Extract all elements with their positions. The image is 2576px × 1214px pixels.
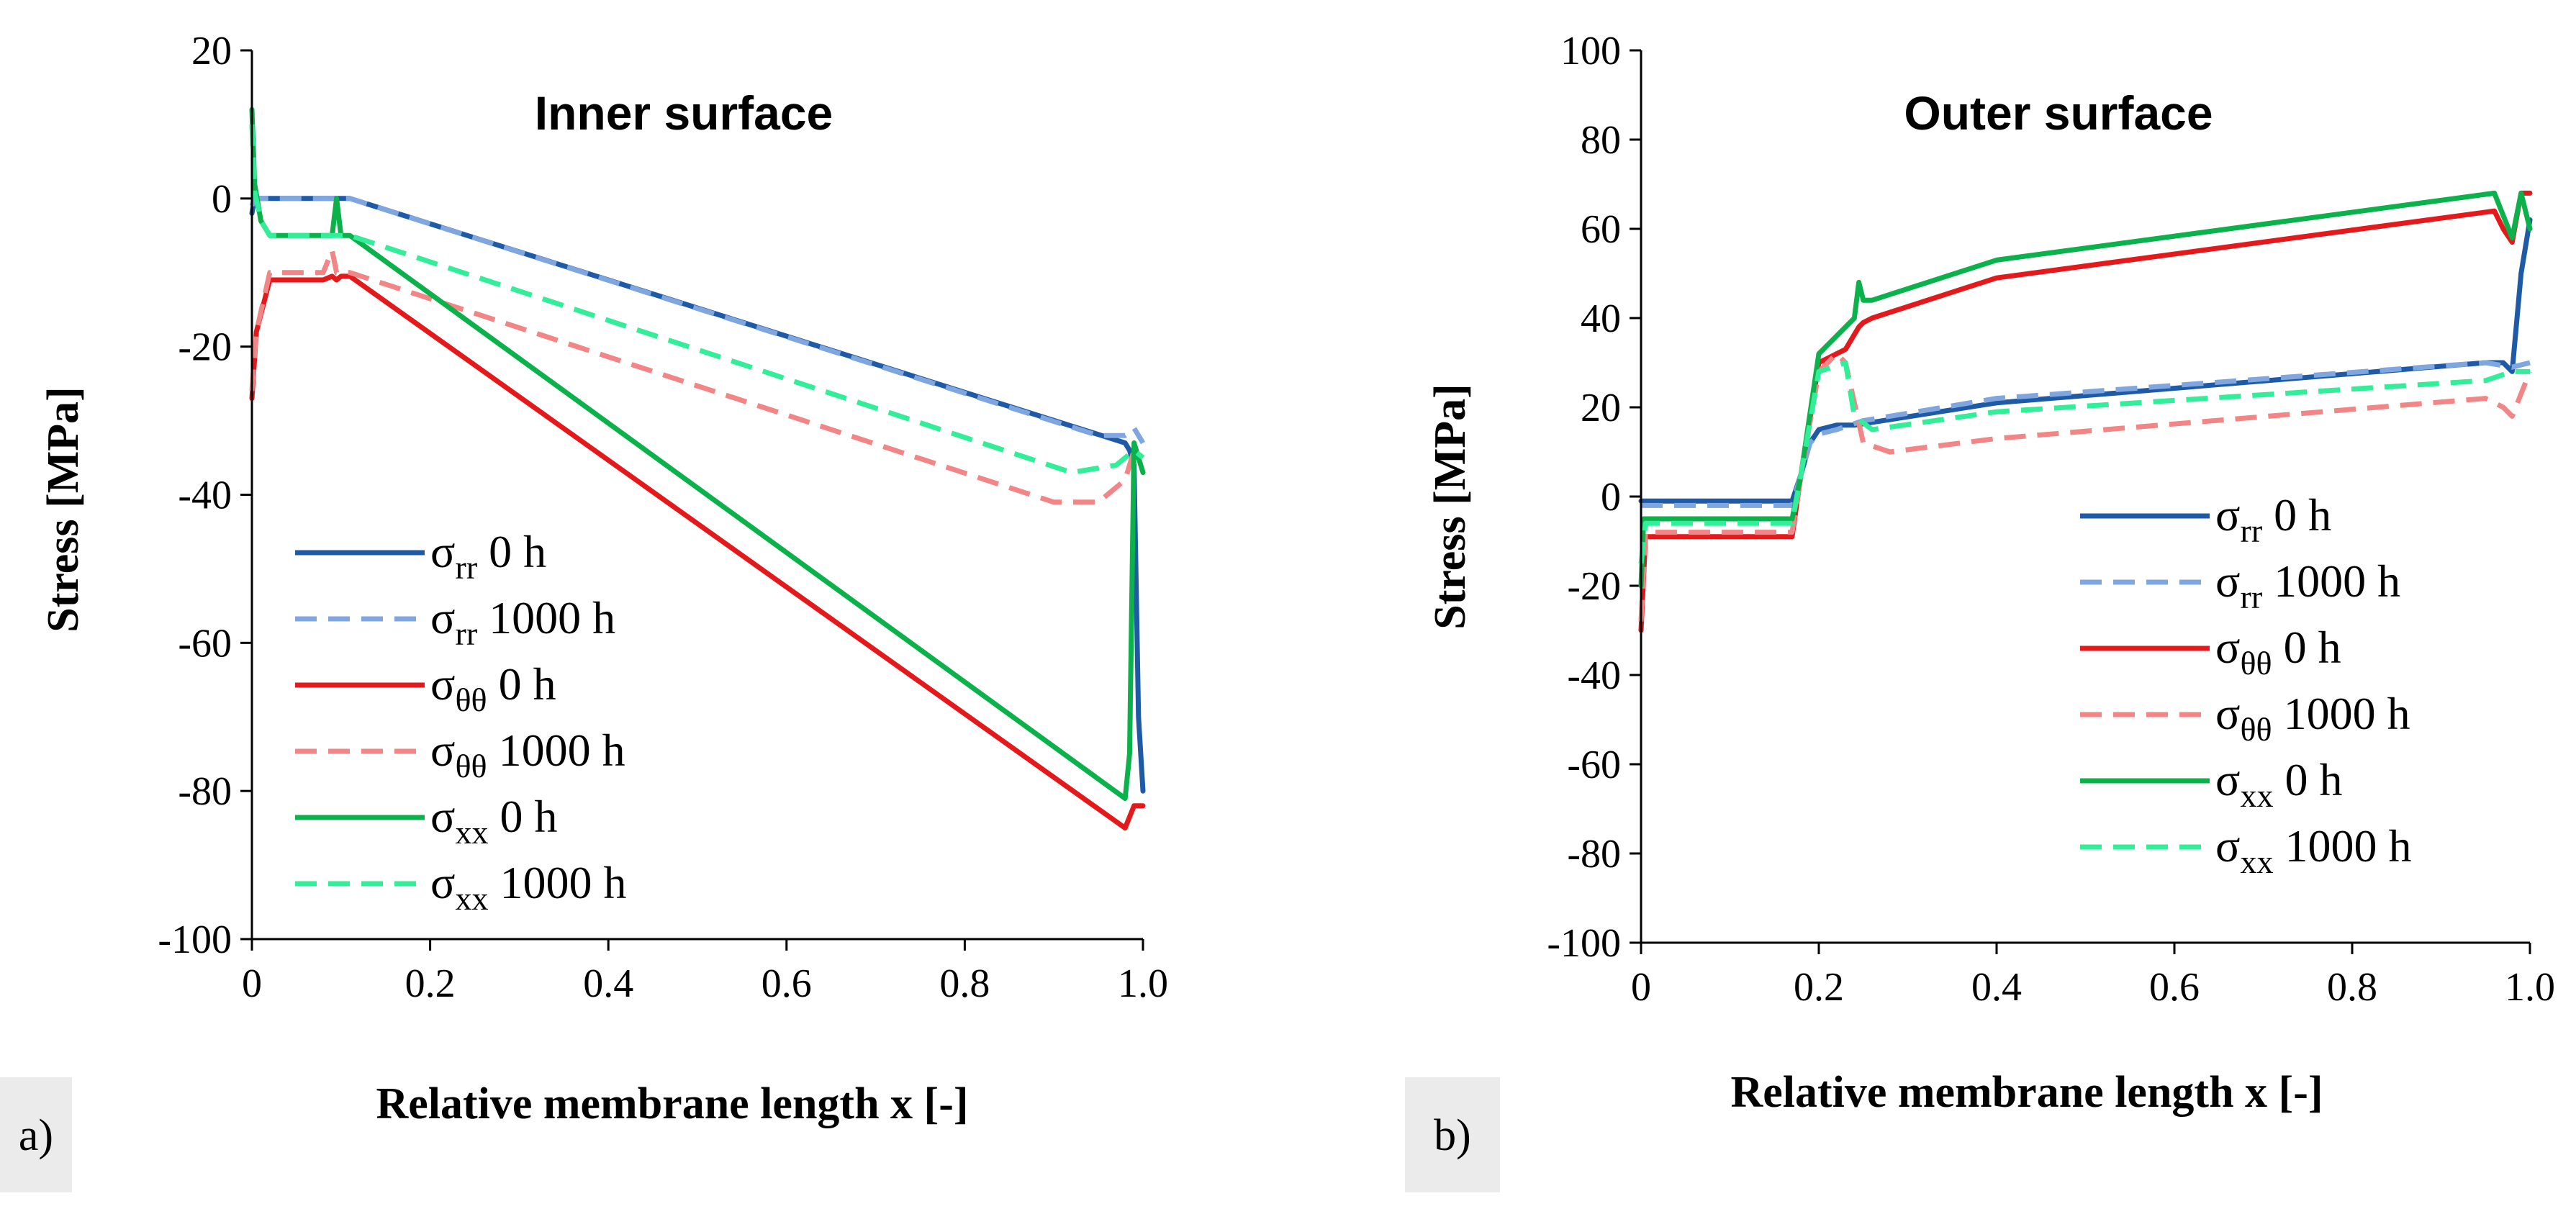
panel-b-y-tick-label: 100 bbox=[1560, 29, 1621, 73]
panel-a-y-tick-label: 0 bbox=[212, 177, 232, 222]
panel-b-legend-label-6: σxx 1000 h bbox=[2215, 820, 2412, 880]
panel-b-y-axis-label: Stress [MPa] bbox=[1426, 384, 1475, 629]
panel-a-label-box bbox=[0, 1077, 72, 1192]
panel-b-y-tick-label: -100 bbox=[1547, 921, 1621, 966]
panel-b-y-tick-label: 0 bbox=[1601, 475, 1621, 520]
panel-a-y-tick-label: -60 bbox=[178, 621, 232, 666]
panel-a-x-tick-label: 0 bbox=[242, 961, 262, 1006]
panel-b-legend-label-3: σθθ 0 h bbox=[2215, 622, 2341, 681]
panel-a-y-tick-label: -40 bbox=[178, 474, 232, 518]
panel-a-x-tick-label: 0.4 bbox=[583, 961, 633, 1006]
panel-a-series-line-6 bbox=[249, 124, 1145, 476]
panel-b-x-tick-label: 1.0 bbox=[2505, 965, 2555, 1010]
panel-b-y-tick-label: 20 bbox=[1581, 386, 1621, 430]
panel-b-title: Outer surface bbox=[1904, 86, 2213, 140]
panel-a-legend-label-1: σrr 0 h bbox=[430, 526, 546, 586]
panel-a-x-tick-label: 0.2 bbox=[405, 961, 456, 1006]
panel-a-legend-label-5: σxx 0 h bbox=[430, 791, 558, 851]
panel-b-series-line-5 bbox=[1638, 190, 2533, 589]
panel-b-legend-label-1: σrr 0 h bbox=[2215, 489, 2331, 549]
panel-b-y-tick-label: -80 bbox=[1567, 832, 1621, 876]
panel-b-y-tick-label: 40 bbox=[1581, 296, 1621, 341]
panel-a-x-axis-label: Relative membrane length x [-] bbox=[376, 1079, 968, 1128]
panel-b-label-box bbox=[1405, 1077, 1500, 1192]
panel-b-legend-label-4: σθθ 1000 h bbox=[2215, 688, 2410, 748]
panel-a-legend-label-3: σθθ 0 h bbox=[430, 658, 556, 718]
panel-b-legend-label-5: σxx 0 h bbox=[2215, 754, 2343, 814]
panel-b-series-line-1 bbox=[1638, 217, 2533, 504]
panel-b-outer-surface: b) Outer surface Relative membrane lengt… bbox=[1405, 29, 2555, 1192]
panel-b-x-tick-label: 0.8 bbox=[2327, 965, 2377, 1010]
panel-a-x-tick-label: 0.6 bbox=[761, 961, 812, 1006]
panel-a-x-tick-label: 0.8 bbox=[939, 961, 990, 1006]
panel-b-x-tick-label: 0 bbox=[1631, 965, 1651, 1010]
panel-b-x-axis-label: Relative membrane length x [-] bbox=[1730, 1068, 2323, 1117]
panel-a-series-line-5 bbox=[249, 107, 1146, 801]
panel-b-y-tick-label: -60 bbox=[1567, 743, 1621, 787]
panel-a-y-tick-label: -100 bbox=[158, 918, 232, 962]
panel-b-y-tick-label: -20 bbox=[1567, 564, 1621, 609]
panel-a-series-line-4 bbox=[249, 248, 1145, 505]
panel-a-inner-surface: a) Inner surface Relative membrane lengt… bbox=[0, 29, 1168, 1192]
panel-b-legend-label-2: σrr 1000 h bbox=[2215, 556, 2400, 615]
panel-b-series-line-2 bbox=[1641, 360, 2531, 508]
panel-a-x-tick-label: 1.0 bbox=[1118, 961, 1168, 1006]
panel-b-x-tick-label: 0.4 bbox=[1971, 965, 2022, 1010]
panel-b-label: b) bbox=[1434, 1111, 1471, 1160]
panel-a-legend-label-2: σrr 1000 h bbox=[430, 592, 615, 652]
panel-a-y-tick-label: 20 bbox=[191, 29, 232, 73]
panel-b-series-line-6 bbox=[1638, 360, 2530, 564]
panel-a-y-tick-label: -80 bbox=[178, 769, 232, 814]
panel-a-title: Inner surface bbox=[535, 86, 833, 140]
panel-b-y-tick-label: 60 bbox=[1581, 207, 1621, 252]
panel-b-x-tick-label: 0.6 bbox=[2149, 965, 2200, 1010]
panel-b-y-tick-label: -40 bbox=[1567, 653, 1621, 698]
panel-b-x-tick-label: 0.2 bbox=[1794, 965, 1844, 1010]
panel-a-legend-label-4: σθθ 1000 h bbox=[430, 725, 625, 784]
panel-a-y-tick-label: -20 bbox=[178, 325, 232, 370]
panel-a-series-line-3 bbox=[249, 273, 1146, 831]
panel-b-y-tick-label: 80 bbox=[1581, 118, 1621, 163]
panel-a-legend-label-6: σxx 1000 h bbox=[430, 857, 627, 917]
panel-a-series-line-1 bbox=[249, 196, 1146, 794]
panel-a-label: a) bbox=[19, 1111, 53, 1160]
panel-a-y-axis-label: Stress [MPa] bbox=[39, 386, 88, 632]
